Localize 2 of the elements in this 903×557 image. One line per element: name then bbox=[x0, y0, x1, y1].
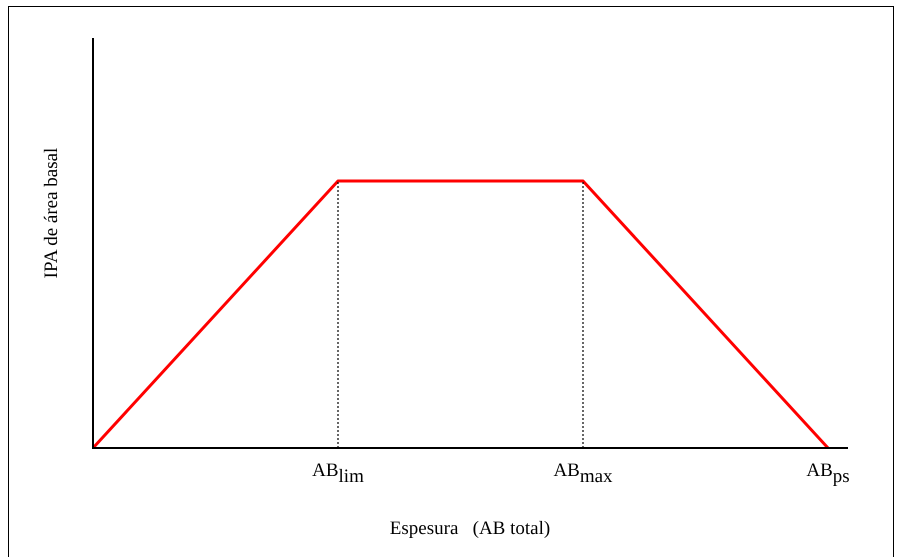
y-axis-title: IPA de área basal bbox=[41, 148, 63, 278]
x-axis-title: Espesura (AB total) bbox=[390, 518, 550, 540]
